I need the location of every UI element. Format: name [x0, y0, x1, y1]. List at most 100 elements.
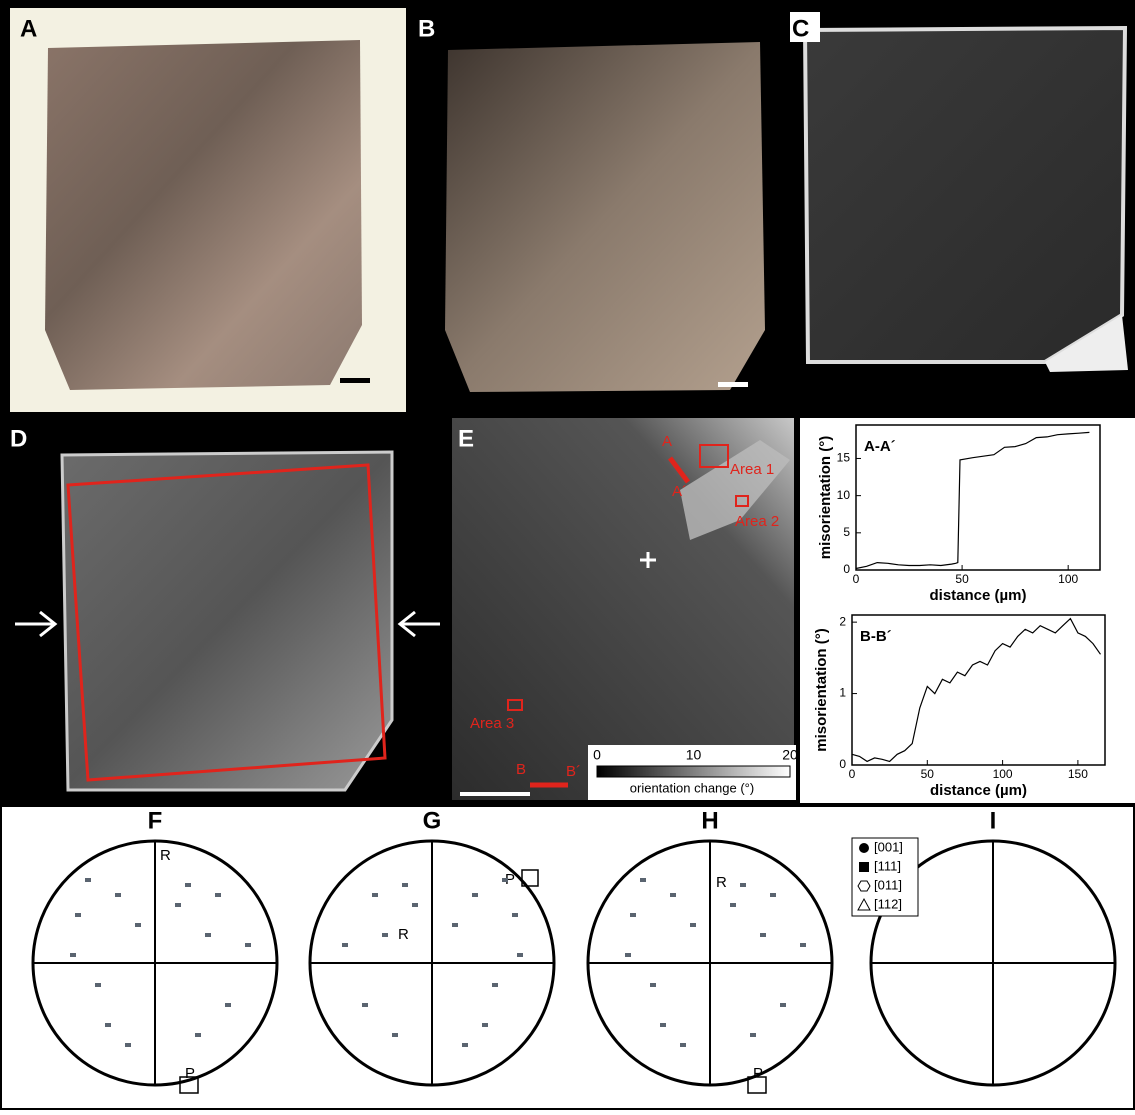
- pole: [372, 893, 378, 897]
- crystal-b: [445, 42, 765, 392]
- pole: [125, 1043, 131, 1047]
- area-label: Area 1: [730, 461, 774, 478]
- scale-bar: [460, 792, 530, 796]
- figure: A B C D A A´ B B´ Area 1 Area 2 Area 3 o…: [0, 0, 1135, 1110]
- pole: [462, 1043, 468, 1047]
- pole: [472, 893, 478, 897]
- pole: [185, 883, 191, 887]
- legend-label: [001]: [874, 839, 903, 854]
- profile-label: B: [516, 761, 526, 778]
- pole: [402, 883, 408, 887]
- colorbar-label: orientation change (°): [630, 780, 754, 795]
- pole: [382, 933, 388, 937]
- panel-label: B: [418, 15, 435, 42]
- pole: [95, 983, 101, 987]
- x-axis-label: distance (µm): [930, 587, 1027, 604]
- pole: [517, 953, 523, 957]
- colorbar-tick-label: 10: [686, 747, 702, 763]
- y-tick-label: 0: [843, 562, 850, 576]
- chart-title: A-A´: [864, 438, 896, 455]
- panel-label: D: [10, 425, 27, 452]
- colorbar-tick-label: 0: [593, 747, 601, 763]
- pole: [630, 913, 636, 917]
- profile-label: A´: [672, 483, 687, 500]
- legend-label: [011]: [874, 877, 902, 892]
- crystal-d: [62, 452, 392, 790]
- point-label: R: [716, 874, 727, 891]
- pole: [690, 923, 696, 927]
- y-tick-label: 15: [837, 451, 851, 465]
- pole: [215, 893, 221, 897]
- chart-panel: [800, 418, 1135, 803]
- scale-bar: [812, 382, 842, 387]
- y-tick-label: 2: [839, 614, 846, 628]
- legend-label: [111]: [874, 858, 901, 873]
- pole: [625, 953, 631, 957]
- pole: [105, 1023, 111, 1027]
- pole: [640, 878, 646, 882]
- pole: [760, 933, 766, 937]
- pole: [75, 913, 81, 917]
- panel-label: F: [148, 807, 163, 834]
- pole: [135, 923, 141, 927]
- pole: [730, 903, 736, 907]
- profile-label: B´: [566, 763, 581, 780]
- pole: [195, 1033, 201, 1037]
- x-tick-label: 150: [1068, 767, 1088, 781]
- pole: [680, 1043, 686, 1047]
- pole: [225, 1003, 231, 1007]
- panel-label: G: [423, 807, 442, 834]
- pole: [800, 943, 806, 947]
- pole: [342, 943, 348, 947]
- pole: [70, 953, 76, 957]
- pole: [512, 913, 518, 917]
- pole: [750, 1033, 756, 1037]
- pole: [740, 883, 746, 887]
- panel-label: C: [792, 15, 809, 42]
- y-axis-label: misorientation (°): [817, 436, 834, 560]
- pole: [392, 1033, 398, 1037]
- pole: [492, 983, 498, 987]
- point-label: R: [398, 926, 409, 943]
- pole: [660, 1023, 666, 1027]
- legend-symbol: [858, 881, 870, 891]
- legend-symbol: [859, 862, 869, 872]
- pole: [115, 893, 121, 897]
- scale-bar: [340, 378, 370, 383]
- y-tick-label: 1: [839, 686, 846, 700]
- pole: [175, 903, 181, 907]
- pole: [650, 983, 656, 987]
- panel-label: E: [458, 425, 474, 452]
- profile-label: A: [662, 433, 672, 450]
- y-axis-label: misorientation (°): [813, 628, 830, 752]
- point-label: R: [160, 847, 171, 864]
- colorbar: [597, 766, 790, 777]
- colorbar-tick-label: 20: [782, 747, 798, 763]
- x-tick-label: 50: [955, 572, 969, 586]
- x-tick-label: 100: [993, 767, 1013, 781]
- panel-label: H: [701, 807, 718, 834]
- pole: [362, 1003, 368, 1007]
- pole: [502, 878, 508, 882]
- x-tick-label: 50: [921, 767, 935, 781]
- crystal-c: [805, 28, 1125, 362]
- y-tick-label: 0: [839, 757, 846, 771]
- pole: [85, 878, 91, 882]
- pole: [482, 1023, 488, 1027]
- pole: [770, 893, 776, 897]
- x-tick-label: 100: [1058, 572, 1078, 586]
- x-tick-label: 0: [849, 767, 856, 781]
- chart-title: B-B´: [860, 628, 892, 645]
- crystal-a: [45, 40, 362, 390]
- area-label: Area 2: [735, 513, 779, 530]
- scale-bar: [718, 382, 748, 387]
- pole: [670, 893, 676, 897]
- legend-symbol: [859, 843, 869, 853]
- pole: [205, 933, 211, 937]
- panel-label: I: [990, 807, 997, 834]
- panel-label: A: [20, 15, 37, 42]
- pole: [245, 943, 251, 947]
- area-label: Area 3: [470, 715, 514, 732]
- pole: [780, 1003, 786, 1007]
- legend-label: [112]: [874, 896, 902, 911]
